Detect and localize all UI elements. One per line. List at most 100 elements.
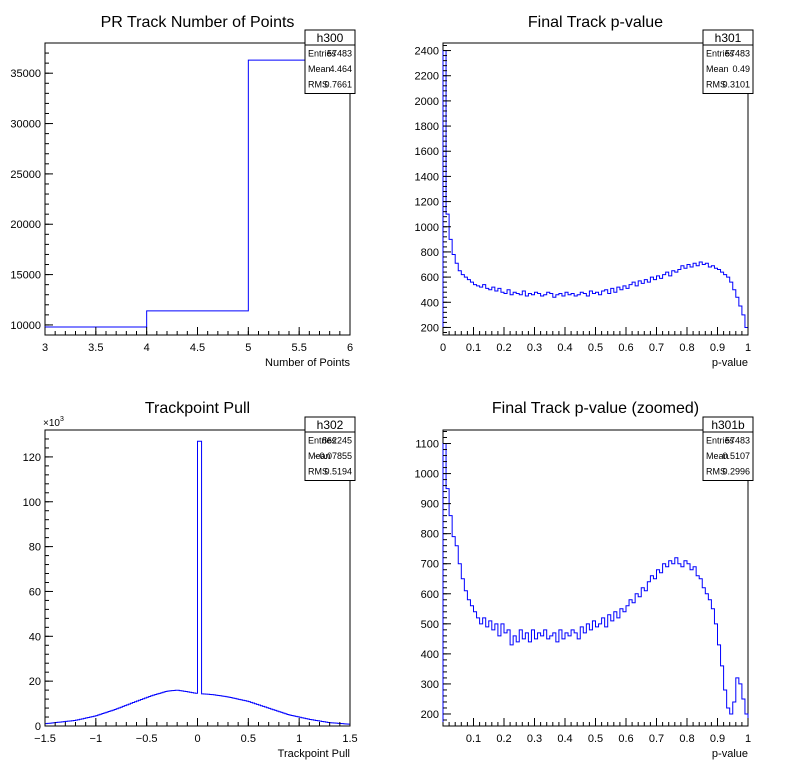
y-tick-label: 700 — [421, 559, 439, 571]
y-axis-multiplier-exponent: 3 — [60, 416, 64, 423]
stats-label-rms: RMS — [706, 467, 726, 477]
y-tick-label: 1000 — [415, 469, 439, 481]
x-tick-label: −1 — [90, 733, 103, 745]
y-axis-multiplier: ×103 — [43, 416, 64, 429]
stats-box-name: h301b — [711, 418, 745, 432]
x-tick-label: 0.5 — [241, 733, 256, 745]
x-tick-label: 4.5 — [190, 342, 205, 354]
x-tick-label: 0.5 — [588, 733, 603, 745]
stats-value-mean: 0.5107 — [722, 451, 750, 461]
x-tick-label: 1.5 — [342, 733, 357, 745]
stats-value-entries: 57483 — [725, 49, 750, 59]
stats-label-entries: Entries — [308, 49, 337, 59]
stats-box-name: h301 — [715, 31, 742, 45]
x-tick-label: 0.4 — [557, 733, 572, 745]
y-tick-label: 600 — [421, 272, 439, 284]
histogram-line — [442, 50, 749, 335]
y-tick-label: 120 — [23, 452, 41, 464]
y-tick-label: 500 — [421, 619, 439, 631]
stats-label-mean: Mean — [706, 451, 729, 461]
x-tick-label: 1 — [745, 733, 751, 745]
stats-value-rms: 0.7661 — [324, 80, 352, 90]
x-axis-label: Number of Points — [265, 357, 350, 369]
x-tick-label: −1.5 — [34, 733, 56, 745]
x-tick-label: 0 — [440, 342, 446, 354]
stats-value-mean: 0.49 — [732, 64, 750, 74]
y-tick-label: 2400 — [415, 46, 439, 58]
x-axis-label: p-value — [712, 357, 748, 369]
histogram-line — [442, 443, 749, 726]
y-tick-label: 25000 — [10, 169, 41, 181]
y-tick-label: 1000 — [415, 222, 439, 234]
x-axis-label: p-value — [712, 748, 748, 760]
y-tick-label: 60 — [29, 586, 41, 598]
y-tick-label: 80 — [29, 542, 41, 554]
stats-value-entries: 862245 — [322, 436, 352, 446]
stats-label-rms: RMS — [308, 80, 328, 90]
plot-h302: Trackpoint Pull −1.5 −1 −0.5 0 0.5 1 1.5 0 20 40 60… — [23, 400, 358, 760]
y-tick-label: 35000 — [10, 68, 41, 80]
y-tick-label: 20 — [29, 676, 41, 688]
y-tick-label: 800 — [421, 247, 439, 259]
stats-value-entries: 57483 — [725, 436, 750, 446]
stats-label-rms: RMS — [706, 80, 726, 90]
stats-label-rms: RMS — [308, 467, 328, 477]
x-tick-label: 0.8 — [679, 733, 694, 745]
plot-h300: PR Track Number of Points 3 3.5 4 4.5 5 5.5 6 10… — [10, 14, 356, 369]
y-tick-label: 600 — [421, 589, 439, 601]
x-tick-label: 1 — [745, 342, 751, 354]
y-tick-label: 1200 — [415, 197, 439, 209]
stats-box-name: h300 — [317, 31, 344, 45]
stats-value-rms: 0.2996 — [722, 467, 750, 477]
x-tick-label: 0.1 — [466, 342, 481, 354]
x-tick-label: 0.2 — [496, 342, 511, 354]
x-tick-label: 3 — [42, 342, 48, 354]
y-tick-label: 400 — [421, 297, 439, 309]
plot-frame — [44, 42, 351, 336]
stats-label-entries: Entries — [308, 436, 337, 446]
x-tick-label: 5 — [245, 342, 251, 354]
y-tick-label: 2200 — [415, 71, 439, 83]
x-tick-label: 0 — [194, 733, 200, 745]
stats-label-mean: Mean — [706, 64, 729, 74]
x-tick-label: 1 — [296, 733, 302, 745]
x-axis-label: Trackpoint Pull — [278, 748, 350, 760]
stats-value-entries: 57483 — [327, 49, 352, 59]
y-tick-label: 1600 — [415, 146, 439, 158]
x-tick-label: 5.5 — [292, 342, 307, 354]
x-tick-label: 0.9 — [710, 733, 725, 745]
stats-label-entries: Entries — [706, 49, 735, 59]
y-tick-label: 0 — [35, 721, 41, 733]
y-tick-label: 1400 — [415, 171, 439, 183]
plot-h301b: Final Track p-value (zoomed) 0.1 0.2 0.3 0.4… — [415, 400, 754, 760]
x-tick-label: 4 — [144, 342, 150, 354]
x-tick-label: 0.6 — [618, 342, 633, 354]
x-tick-label: 0.7 — [649, 733, 664, 745]
x-tick-label: 0.4 — [557, 342, 572, 354]
stats-box — [702, 29, 754, 94]
stats-box — [702, 416, 754, 481]
stats-box — [304, 416, 356, 481]
y-tick-label: 800 — [421, 529, 439, 541]
y-tick-label: 100 — [23, 497, 41, 509]
histogram-line — [44, 440, 351, 726]
stats-label-mean: Mean — [308, 451, 331, 461]
y-tick-label: 900 — [421, 499, 439, 511]
y-tick-label: 30000 — [10, 119, 41, 131]
x-tick-label: 0.3 — [527, 342, 542, 354]
y-tick-label: 300 — [421, 679, 439, 691]
plot-title: Final Track p-value (zoomed) — [492, 400, 699, 417]
y-tick-label: 1100 — [415, 439, 439, 451]
plot-title: Trackpoint Pull — [145, 400, 250, 417]
stats-box-name: h302 — [317, 418, 344, 432]
y-tick-label: 200 — [421, 709, 439, 721]
y-tick-label: 15000 — [10, 270, 41, 282]
y-tick-label: 1800 — [415, 121, 439, 133]
x-tick-label: 0.7 — [649, 342, 664, 354]
y-tick-label: 20000 — [10, 219, 41, 231]
x-tick-label: 0.6 — [618, 733, 633, 745]
y-tick-label: 40 — [29, 631, 41, 643]
y-tick-label: 400 — [421, 649, 439, 661]
stats-label-mean: Mean — [308, 64, 331, 74]
